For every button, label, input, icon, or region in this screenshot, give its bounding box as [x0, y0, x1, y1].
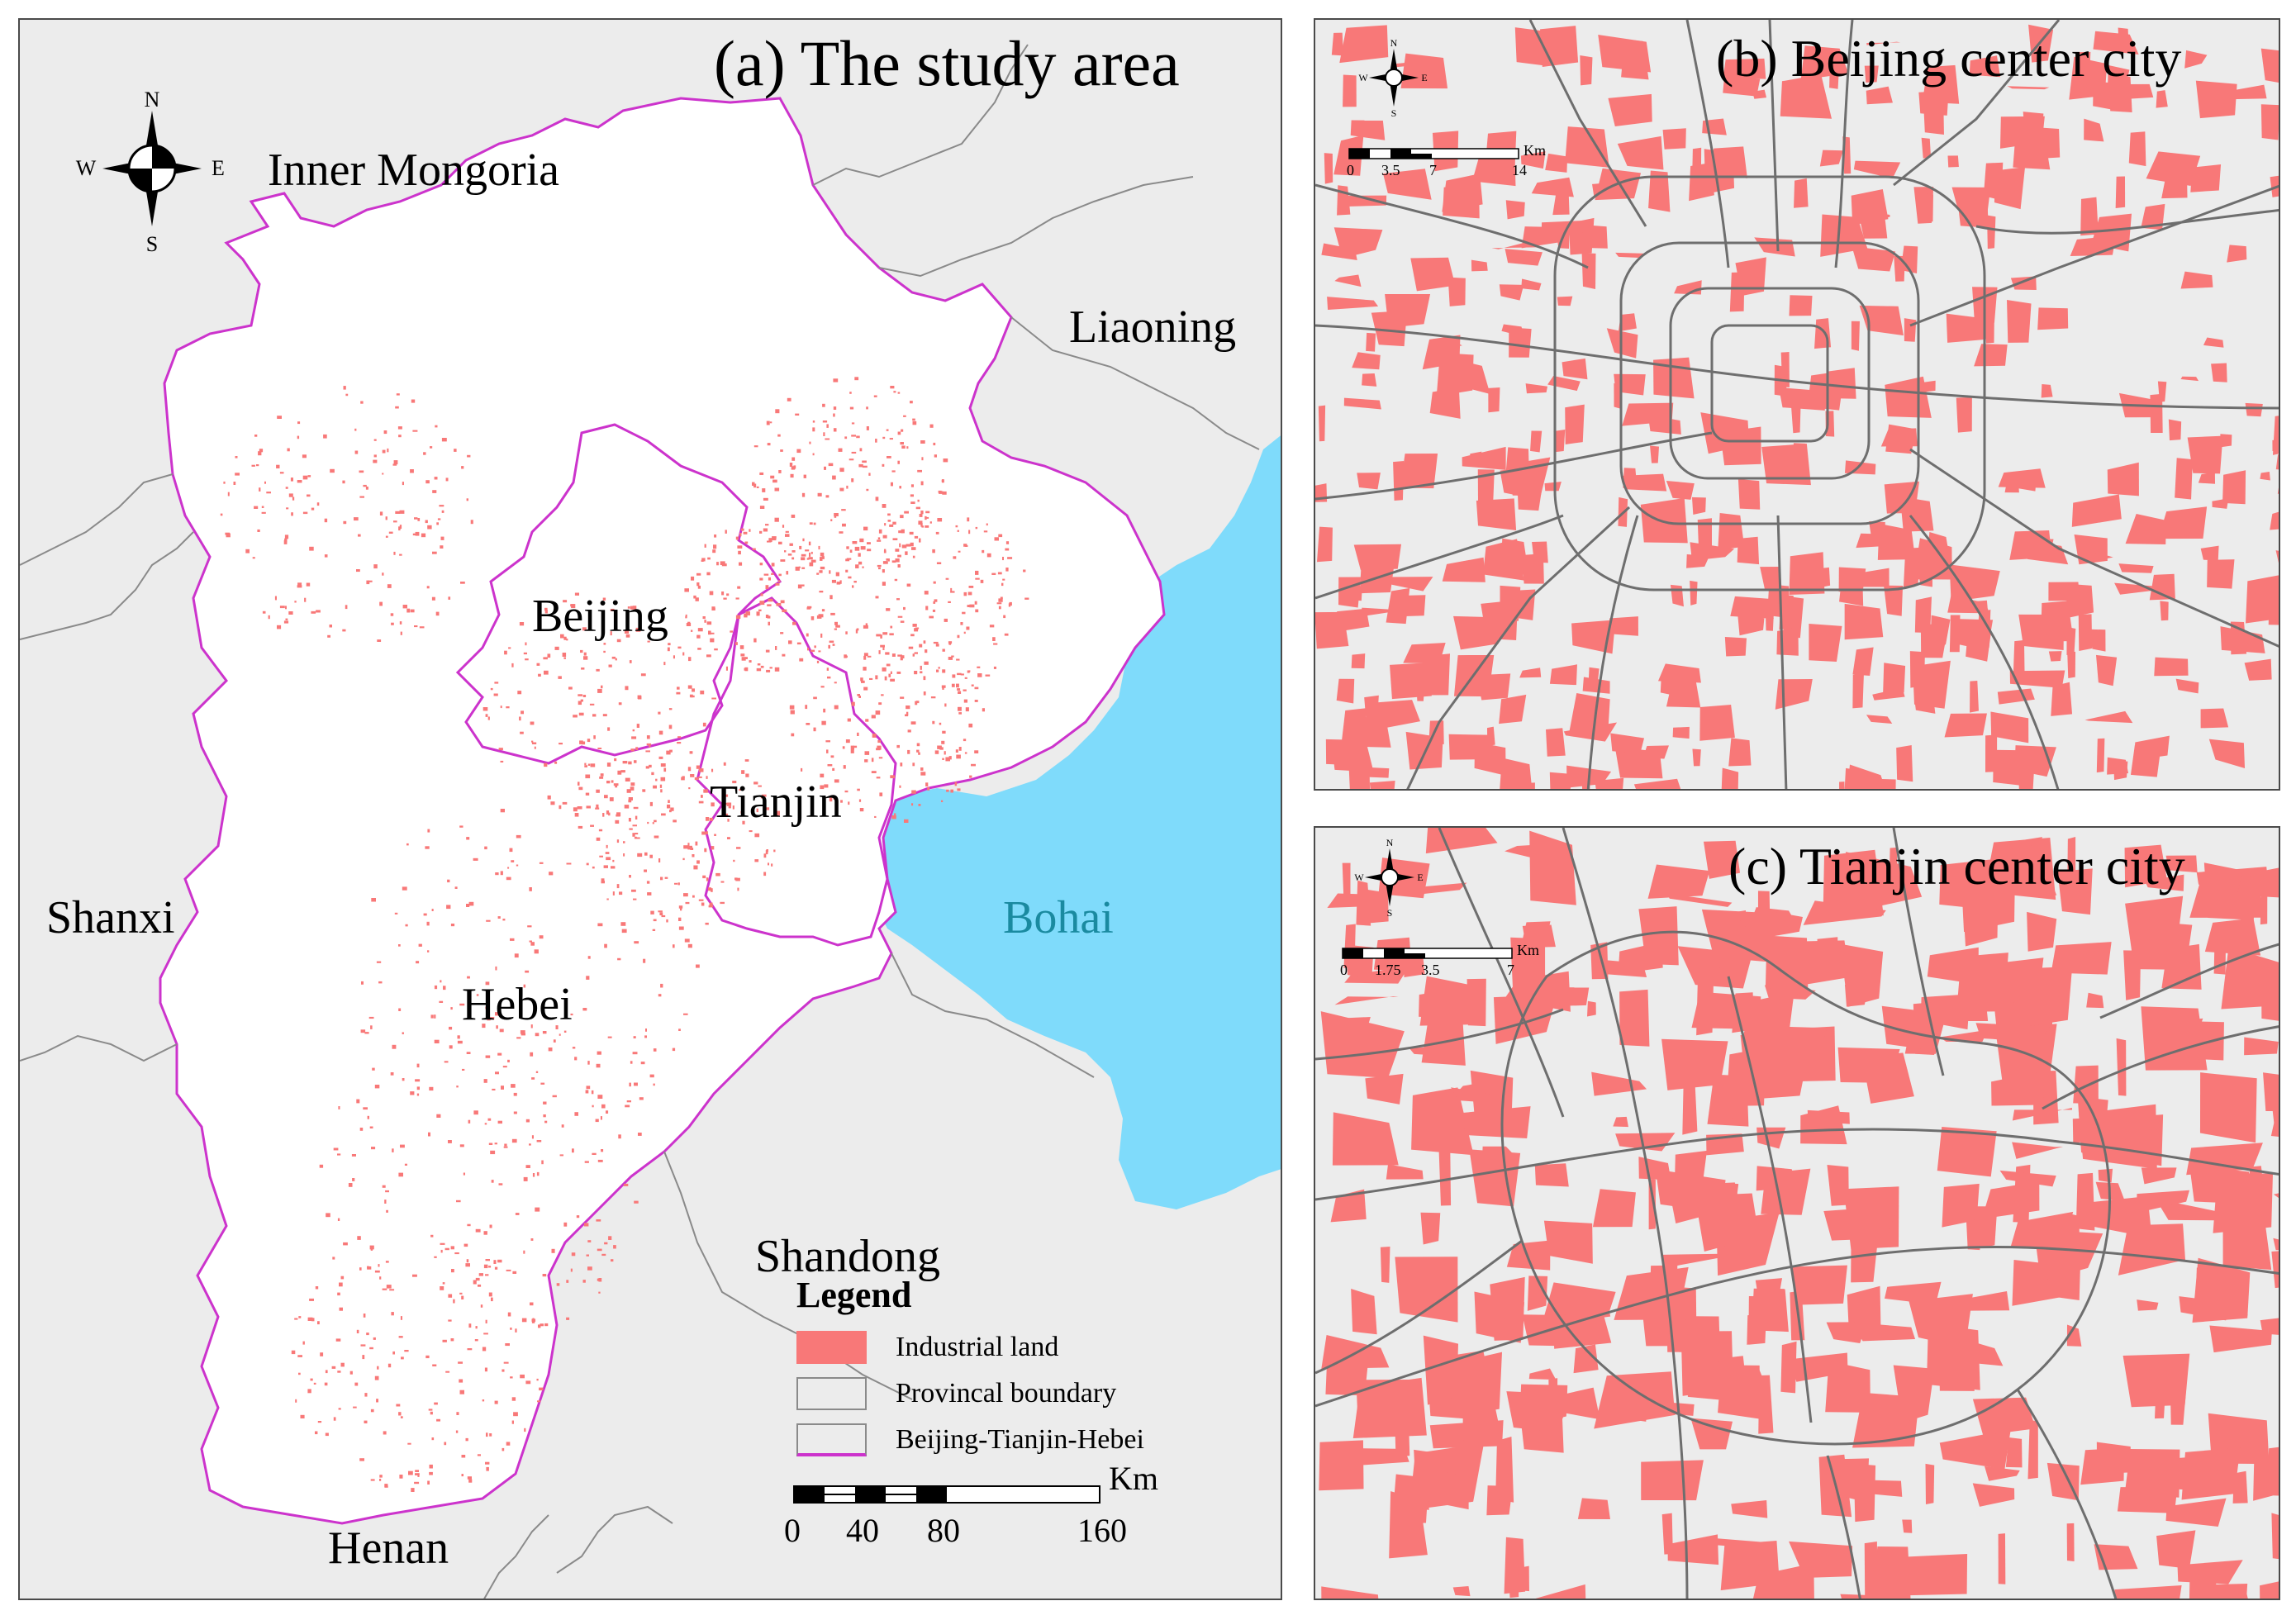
north-arrow-icon-b: N S W E: [1358, 37, 1427, 119]
label-shanxi: Shanxi: [46, 892, 175, 943]
roads-b: [1315, 20, 2279, 789]
label-bohai: Bohai: [1003, 892, 1114, 943]
scale-bar-c: [1342, 948, 1513, 959]
compass-c-n: N: [1386, 837, 1394, 848]
compass-c-w: W: [1354, 872, 1364, 883]
north-arrow-icon: N S W E: [76, 88, 225, 256]
scale-a-tick-1: 40: [846, 1512, 879, 1549]
compass-c-s: S: [1387, 907, 1393, 919]
compass-c-e: E: [1417, 872, 1423, 883]
legend-label-jjj: Beijing-Tianjin-Hebei: [896, 1424, 1144, 1455]
scale-b-tick-0: 0: [1347, 162, 1354, 178]
compass-n: N: [145, 88, 160, 112]
study-area-map: N S W E (a) The study area Inner Mongori…: [18, 18, 1282, 1600]
provincial-boundary-west: [20, 473, 194, 1062]
bohai-sea: [879, 435, 1281, 1209]
scale-c-tick-0: 0: [1340, 962, 1348, 978]
panel-b-title: (b) Beijing center city: [1716, 29, 2182, 88]
label-shandong: Shandong: [755, 1231, 940, 1282]
scale-a-tick-2: 80: [927, 1512, 960, 1549]
compass-w: W: [76, 156, 97, 180]
provincial-boundary-north: [812, 44, 1260, 450]
legend-swatch-provincial: [796, 1377, 867, 1410]
tianjin-boundary: [696, 596, 897, 947]
scale-bar-b: [1348, 148, 1519, 159]
label-inner-mongolia: Inner Mongoria: [268, 145, 560, 196]
compass-s: S: [146, 232, 158, 256]
scale-b-unit: Km: [1524, 142, 1546, 159]
label-henan: Henan: [328, 1523, 449, 1574]
study-area-map-graphic: [20, 44, 1281, 1599]
scale-c-tick-3: 7: [1507, 962, 1514, 978]
legend-item-provincial: Provincal boundary: [796, 1377, 1116, 1410]
legend-swatch-jjj: [796, 1423, 867, 1456]
scale-b-tick-2: 7: [1429, 162, 1437, 178]
legend-item-jjj: Beijing-Tianjin-Hebei: [796, 1423, 1144, 1456]
compass-e: E: [212, 156, 225, 180]
industrial-land-b: [1315, 24, 2279, 789]
panel-c-title: (c) Tianjin center city: [1728, 837, 2185, 896]
beijing-center-graphic: [1315, 20, 2279, 789]
legend-swatch-industrial: [796, 1331, 867, 1364]
industrial-land-scatter-a: [220, 377, 1029, 1492]
jjj-region: [159, 97, 1166, 1525]
scale-a-tick-0: 0: [784, 1512, 801, 1549]
legend-label-industrial: Industrial land: [896, 1332, 1059, 1362]
roads-c: [1315, 828, 2279, 1599]
legend-label-provincial: Provincal boundary: [896, 1378, 1117, 1409]
legend-title: Legend: [796, 1275, 912, 1315]
scale-a-tick-3: 160: [1077, 1512, 1127, 1549]
legend-item-industrial: Industrial land: [796, 1331, 1058, 1364]
compass-b-s: S: [1391, 107, 1397, 119]
label-liaoning: Liaoning: [1069, 302, 1237, 353]
scale-b-tick-3: 14: [1512, 162, 1527, 178]
beijing-boundary: [455, 423, 782, 765]
scale-a-unit: Km: [1109, 1460, 1158, 1497]
compass-b-n: N: [1390, 37, 1398, 49]
compass-b-e: E: [1421, 72, 1427, 83]
label-hebei: Hebei: [462, 979, 573, 1030]
scale-c-tick-1: 1.75: [1375, 962, 1401, 978]
beijing-center-map: N S W E Km 0 3.5 7 14 (b) Beijing center…: [1314, 18, 2280, 791]
label-beijing: Beijing: [532, 591, 668, 642]
scale-c-tick-2: 3.5: [1421, 962, 1440, 978]
scale-c-unit: Km: [1517, 942, 1539, 958]
scale-b-tick-1: 3.5: [1381, 162, 1400, 178]
tianjin-center-map: N S W E Km 0 1.75 3.5 7 (c) Tianjin cent…: [1314, 826, 2280, 1600]
compass-b-w: W: [1358, 72, 1368, 83]
north-arrow-icon-c: N S W E: [1354, 837, 1423, 919]
industrial-land-c: [1319, 828, 2279, 1599]
provincial-boundary-south: [483, 953, 1095, 1599]
scale-bar-a: [793, 1485, 1100, 1504]
panel-a-title: (a) The study area: [714, 27, 1180, 99]
tianjin-center-graphic: [1315, 828, 2279, 1599]
label-tianjin: Tianjin: [710, 777, 842, 828]
